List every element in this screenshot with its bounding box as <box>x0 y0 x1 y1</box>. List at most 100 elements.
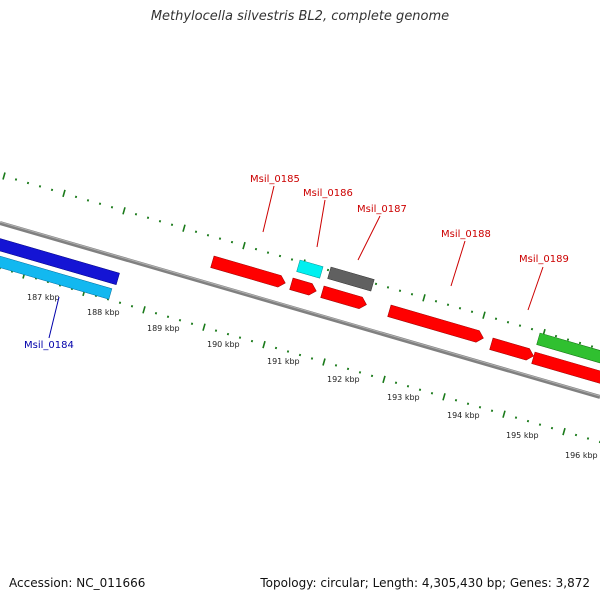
gene-label-msil-0188[interactable]: Msil_0188 <box>441 229 491 240</box>
leader-0187 <box>357 215 381 261</box>
minor-tick <box>110 206 114 209</box>
major-tick <box>502 410 506 418</box>
major-tick <box>262 340 266 349</box>
minor-tick <box>446 303 450 307</box>
minor-tick <box>430 392 434 395</box>
leader-0184 <box>48 296 60 339</box>
minor-tick <box>286 350 290 353</box>
major-tick <box>142 306 146 314</box>
major-tick <box>562 427 566 436</box>
minor-tick <box>410 293 414 296</box>
minor-tick <box>490 409 494 412</box>
minor-tick <box>506 320 510 324</box>
minor-tick <box>118 301 122 305</box>
minor-tick <box>218 237 222 240</box>
minor-tick <box>170 223 174 226</box>
minor-tick <box>566 338 570 341</box>
minor-tick <box>326 268 330 272</box>
gene-0184-reverse[interactable] <box>0 235 113 300</box>
minor-tick <box>158 219 162 223</box>
kbp-label: 192 kbp <box>327 375 360 384</box>
minor-tick <box>250 339 254 343</box>
major-tick <box>122 207 126 215</box>
gene-0189-lower[interactable] <box>489 337 536 362</box>
minor-tick <box>290 258 294 261</box>
minor-tick <box>26 181 30 185</box>
gene-label-msil-0189[interactable]: Msil_0189 <box>519 254 569 265</box>
minor-tick <box>154 311 158 315</box>
kbp-label: 195 kbp <box>506 431 539 440</box>
leader-0185 <box>262 185 275 233</box>
gene-labels: Msil_0184 Msil_0185 Msil_0186 Msil_0187 … <box>24 174 569 351</box>
major-tick <box>382 375 386 384</box>
major-tick <box>482 311 486 319</box>
minor-tick <box>386 286 390 289</box>
kbp-label: 193 kbp <box>387 393 420 402</box>
minor-tick <box>346 367 350 371</box>
kbp-label: 187 kbp <box>27 293 60 302</box>
minor-tick <box>74 195 78 199</box>
minor-tick <box>586 437 590 440</box>
kbp-label: 190 kbp <box>207 340 240 349</box>
minor-tick <box>146 216 150 220</box>
accession-label: Accession: NC_011666 <box>9 576 146 590</box>
gene-0185-upper[interactable] <box>210 255 287 289</box>
kbp-label: 188 kbp <box>87 308 120 317</box>
minor-tick <box>578 341 582 345</box>
gene-label-msil-0185[interactable]: Msil_0185 <box>250 174 300 185</box>
minor-tick <box>134 213 138 216</box>
kbp-label: 189 kbp <box>147 324 180 333</box>
minor-tick <box>530 327 534 331</box>
minor-tick <box>418 388 422 392</box>
minor-tick <box>190 322 194 325</box>
minor-tick <box>406 385 410 388</box>
minor-tick <box>394 381 398 385</box>
outer-tick-ring <box>2 172 594 348</box>
minor-tick <box>478 405 482 409</box>
gene-0190-lower[interactable] <box>531 351 600 387</box>
minor-tick <box>214 329 218 332</box>
minor-tick <box>298 353 302 357</box>
minor-tick <box>98 202 102 206</box>
gene-0184-forward[interactable] <box>0 219 120 286</box>
genome-title: Methylocella silvestris BL2, complete ge… <box>150 9 450 24</box>
minor-tick <box>358 371 362 374</box>
minor-tick <box>226 332 230 336</box>
gene-0187-block[interactable] <box>327 266 375 292</box>
major-tick <box>182 224 186 232</box>
gene-0187-lower[interactable] <box>320 285 369 310</box>
minor-tick <box>50 188 54 192</box>
minor-tick <box>518 324 522 327</box>
minor-tick <box>334 364 338 367</box>
major-tick <box>62 189 66 198</box>
minor-tick <box>206 233 210 237</box>
minor-tick <box>574 433 578 437</box>
minor-tick <box>370 374 374 378</box>
gene-label-msil-0184[interactable]: Msil_0184 <box>24 340 74 351</box>
minor-tick <box>454 398 458 402</box>
kbp-label: 191 kbp <box>267 357 300 366</box>
minor-tick <box>230 240 234 244</box>
leader-0188 <box>450 240 466 287</box>
major-tick <box>322 358 326 366</box>
kbp-label: 196 kbp <box>565 451 598 460</box>
minor-tick <box>538 423 542 426</box>
minor-tick <box>130 305 134 308</box>
gene-0190-upper[interactable] <box>536 332 600 368</box>
minor-tick <box>14 178 18 181</box>
major-tick <box>2 172 6 180</box>
major-tick <box>242 241 246 250</box>
gene-label-msil-0187[interactable]: Msil_0187 <box>357 204 407 215</box>
minor-tick <box>434 300 438 303</box>
minor-tick <box>494 317 498 320</box>
minor-tick <box>590 345 594 348</box>
major-tick <box>442 393 446 401</box>
gene-label-msil-0186[interactable]: Msil_0186 <box>303 188 353 199</box>
leader-0189 <box>527 266 544 311</box>
gene-0186-block[interactable] <box>296 259 324 279</box>
gene-0188-lower[interactable] <box>387 304 485 344</box>
minor-tick <box>526 419 530 423</box>
minor-tick <box>458 306 462 310</box>
gene-0186-lower[interactable] <box>289 277 318 297</box>
